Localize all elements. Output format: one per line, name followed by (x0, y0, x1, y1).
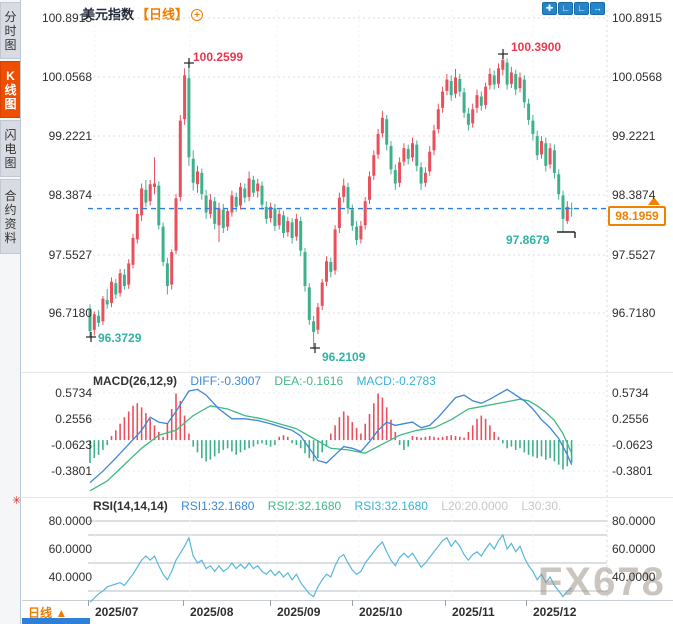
macd-axis-label-left: 0.2556 (55, 412, 92, 426)
chart-scrollbar[interactable] (22, 618, 90, 624)
sidebar-tab-label: 分时图 (4, 9, 17, 52)
pan-icon[interactable]: ✚ (542, 2, 557, 15)
price-axis-label-right: 98.3874 (612, 188, 656, 202)
rsi-axis-label-right: 60.0000 (612, 542, 656, 556)
swing-low-sep: 96.2109 (322, 350, 366, 364)
swing-low-jul: 96.3729 (98, 331, 142, 345)
axis-divider (22, 600, 673, 601)
sidebar-tab-flash[interactable]: 闪电图 (0, 120, 20, 177)
goto-latest-icon[interactable] (648, 197, 660, 205)
price-axis-label-left: 100.8915 (41, 11, 92, 25)
rsi-header: RSI(14,14,14) RSI1:32.1680 RSI2:32.1680 … (93, 499, 571, 513)
xaxis-tick (270, 600, 271, 606)
rsi-axis-label-left: 80.0000 (48, 514, 92, 528)
axis-zoom-icon[interactable]: ∟ (558, 2, 573, 15)
period-label: 日线 (28, 606, 53, 620)
rsi2: RSI2:32.1680 (267, 499, 342, 513)
swing-high-jul: 100.2599 (193, 50, 244, 64)
panel-divider (22, 372, 673, 373)
last-price-box: 98.1959 (608, 206, 666, 226)
xaxis-tick (88, 600, 89, 606)
exit-chart-icon[interactable]: → (590, 2, 605, 15)
axis-scale-icon[interactable]: ∟ (574, 2, 589, 15)
rsi-axis-label-left: 60.0000 (48, 542, 92, 556)
rsi-settings-icon[interactable]: ✳ (12, 495, 22, 507)
macd-axis-label-right: -0.3801 (612, 464, 653, 478)
sidebar-tab-kline[interactable]: K线图 (0, 61, 20, 118)
xaxis-label: 2025/12 (533, 605, 577, 619)
macd-label: MACD(26,12,9) (93, 374, 178, 388)
xaxis-tick (526, 600, 527, 606)
xaxis-tick (183, 600, 184, 606)
xaxis-label: 2025/08 (190, 605, 234, 619)
macd-value: MACD:-0.2783 (356, 374, 436, 388)
macd-axis-label-right: -0.0623 (612, 438, 653, 452)
macd-axis-label-right: 0.5734 (612, 386, 649, 400)
panel-divider (22, 497, 673, 498)
xaxis-label: 2025/10 (359, 605, 403, 619)
swing-low-dec: 97.8679 (506, 233, 550, 247)
price-axis-label-left: 99.2221 (48, 129, 92, 143)
sidebar-tab-label: 合约资料 (4, 188, 17, 245)
rsi-label: RSI(14,14,14) (93, 499, 168, 513)
macd-axis-label-left: -0.0623 (51, 438, 92, 452)
price-axis-label-right: 100.8915 (612, 11, 663, 25)
sidebar-tab-contract[interactable]: 合约资料 (0, 179, 20, 254)
xaxis-label: 2025/09 (277, 605, 321, 619)
rsi-l20: L20:20.0000 (441, 499, 508, 513)
sidebar-tab-timeline[interactable]: 分时图 (0, 2, 20, 59)
price-axis-label-left: 100.0568 (41, 70, 92, 84)
price-axis-label-left: 96.7180 (48, 306, 92, 320)
price-axis-label-right: 96.7180 (612, 306, 656, 320)
macd-dea: DEA:-0.1616 (274, 374, 344, 388)
price-axis-label-right: 100.0568 (612, 70, 663, 84)
xaxis-label: 2025/07 (95, 605, 139, 619)
rsi-axis-label-left: 40.0000 (48, 570, 92, 584)
macd-header: MACD(26,12,9) DIFF:-0.3007 DEA:-0.1616 M… (93, 374, 446, 388)
sidebar-tab-label: 闪电图 (4, 127, 17, 170)
price-axis-label-left: 97.5527 (48, 248, 92, 262)
add-indicator-icon[interactable]: + (191, 9, 204, 21)
xaxis-tick (445, 600, 446, 606)
chart-toolbar: ✚ ∟ ∟ → (542, 2, 605, 15)
macd-axis-label-left: 0.5734 (55, 386, 92, 400)
triangle-up-icon: ▲ (55, 606, 68, 620)
sidebar-tab-label: K线图 (4, 68, 17, 111)
rsi1: RSI1:32.1680 (181, 499, 255, 513)
xaxis-tick (352, 600, 353, 606)
rsi-axis-label-right: 40.0000 (612, 570, 656, 584)
rsi-axis-label-right: 80.0000 (612, 514, 656, 528)
swing-high-nov: 100.3900 (511, 40, 562, 54)
rsi-l30: L30:30. (521, 499, 562, 513)
macd-axis-label-right: 0.2556 (612, 412, 649, 426)
rsi3: RSI3:32.1680 (354, 499, 428, 513)
macd-axis-label-left: -0.3801 (51, 464, 92, 478)
price-axis-label-right: 97.5527 (612, 248, 656, 262)
price-axis-label-right: 99.2221 (612, 129, 656, 143)
xaxis-label: 2025/11 (452, 605, 495, 619)
macd-diff: DIFF:-0.3007 (190, 374, 262, 388)
period-selector[interactable]: 日线 ▲ (28, 604, 67, 621)
price-axis-label-left: 98.3874 (48, 188, 92, 202)
